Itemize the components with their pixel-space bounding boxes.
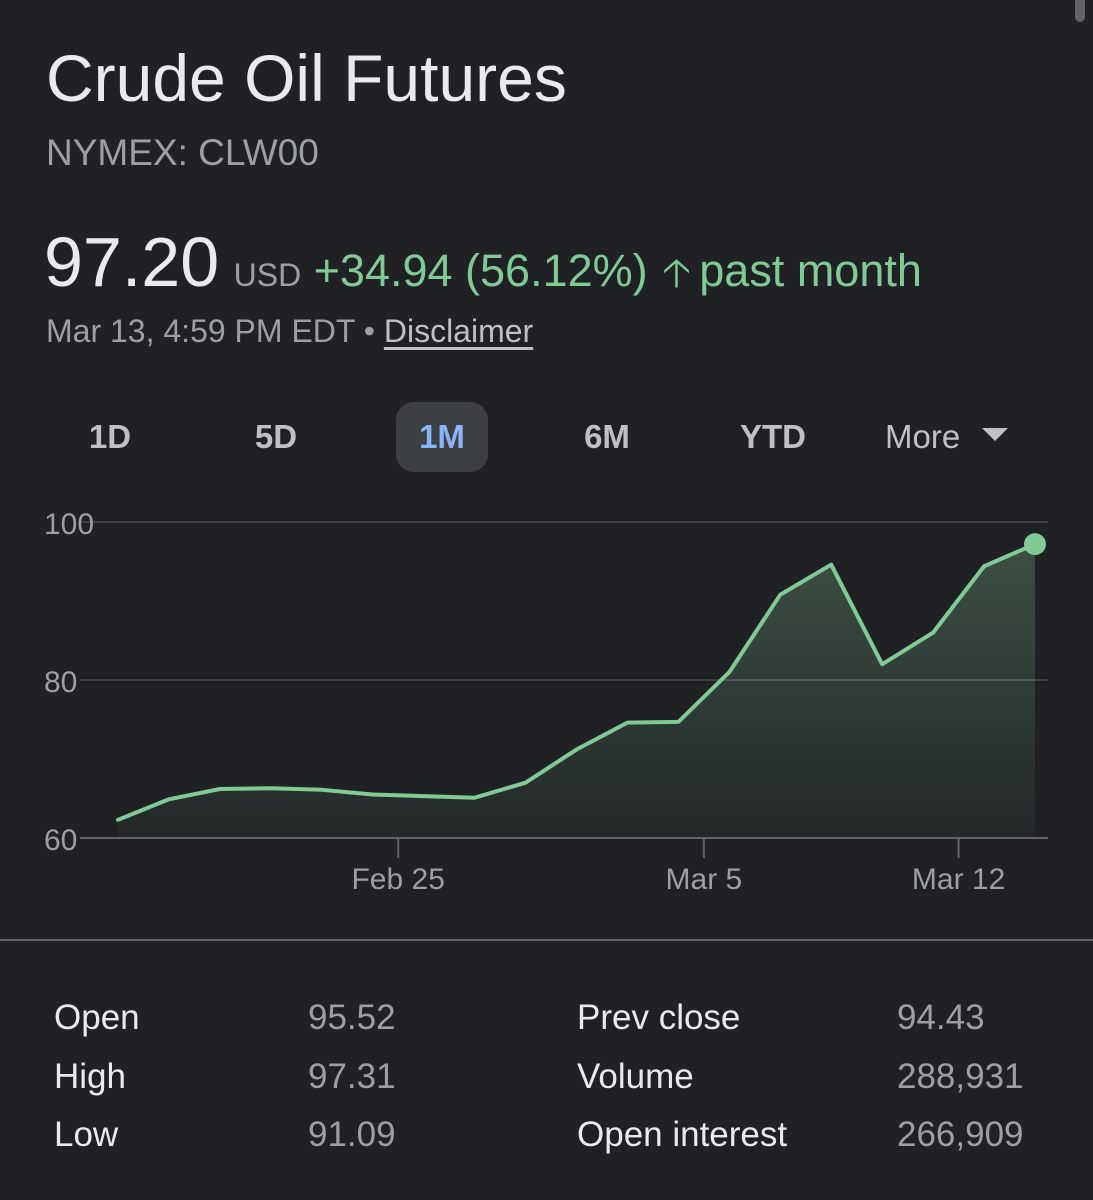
stat-volume-value: 288,931 [897,1057,1024,1096]
tab-1d[interactable]: 1D [88,418,132,455]
latest-price-marker [1024,533,1046,556]
quote-timestamp: Mar 13, 4:59 PM EDT [46,313,355,349]
arrow-up-icon: 🡡 [662,251,691,295]
stat-high-value: 97.31 [308,1057,396,1096]
ticker-symbol: NYMEX: CLW00 [46,132,319,173]
caret-down-icon [982,427,1009,441]
currency-code: USD [233,257,302,293]
stat-open-value: 95.52 [308,998,396,1037]
price-line [116,542,1037,822]
tab-1m[interactable]: 1M [396,402,488,472]
x-tick-label: Feb 25 [351,863,444,896]
y-tick-label: 100 [44,508,94,541]
page-title: Crude Oil Futures [46,41,567,115]
more-dropdown[interactable]: More [885,402,1035,472]
stat-prev-close-label: Prev close [577,998,741,1037]
price-change: +34.94 (56.12%) [313,245,648,296]
quote-meta: Mar 13, 4:59 PM EDT • Disclaimer [46,313,533,350]
page-scrollbar[interactable] [1075,0,1085,22]
section-divider [0,939,1093,941]
y-tick-label: 60 [44,824,77,857]
tab-5d[interactable]: 5D [254,418,298,455]
stat-high-label: High [54,1057,126,1096]
price-chart[interactable]: 100 80 60 Feb 25 Mar 5 Mar 12 [0,490,1093,910]
stat-open-label: Open [54,998,140,1037]
x-tick-label: Mar 12 [912,863,1005,896]
stat-low-value: 91.09 [308,1115,396,1154]
y-tick-label: 80 [44,666,77,699]
current-price: 97.20 [44,223,220,301]
quote-summary: 97.20 USD +34.94 (56.12%) 🡡 past month [44,222,922,312]
stat-open-interest-label: Open interest [577,1115,788,1154]
x-tick-label: Mar 5 [666,863,743,896]
price-area [118,544,1035,838]
more-label: More [885,418,961,455]
disclaimer-link[interactable]: Disclaimer [383,313,534,349]
change-period: past month [699,245,922,296]
tab-6m[interactable]: 6M [584,418,630,455]
stat-low-label: Low [54,1115,119,1154]
stat-volume-label: Volume [577,1057,694,1096]
meta-separator: • [363,313,375,349]
stat-open-interest-value: 266,909 [897,1115,1024,1154]
tab-ytd[interactable]: YTD [740,418,806,455]
time-range-tabs: 1D 5D 1M 6M YTD More [0,402,1093,472]
stat-prev-close-value: 94.43 [897,998,985,1037]
